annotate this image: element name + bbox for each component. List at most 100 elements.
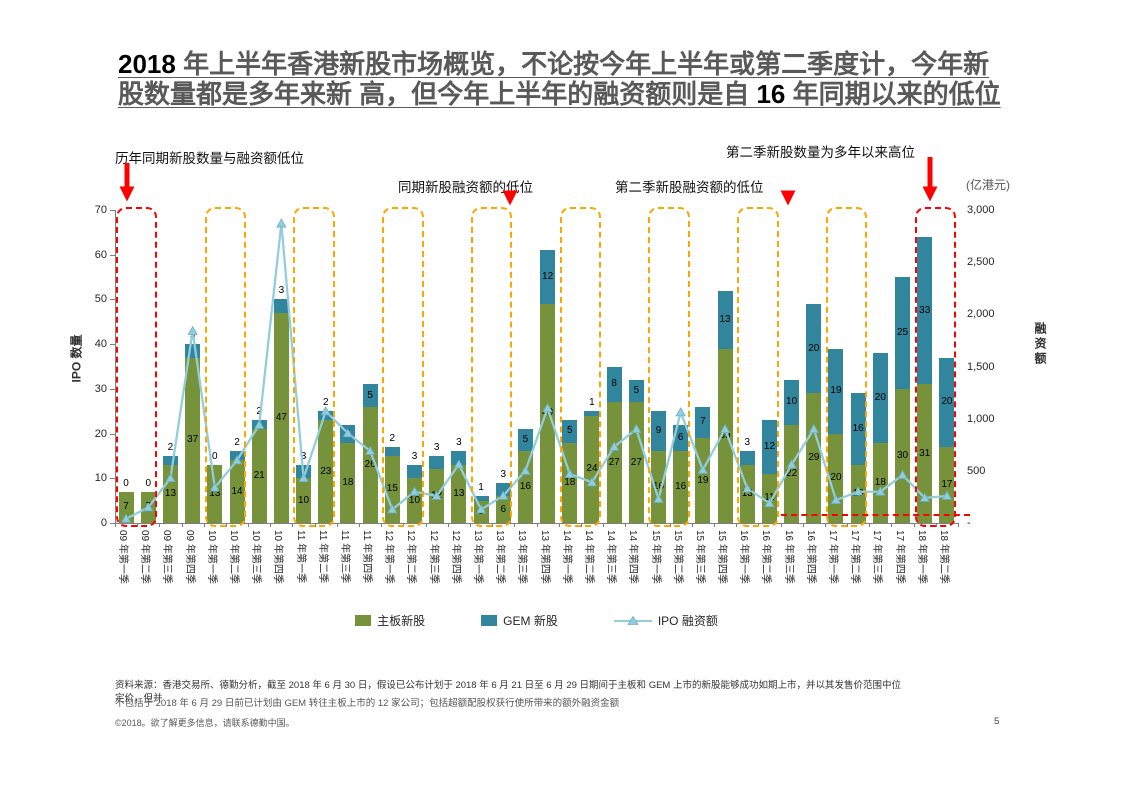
x-axis-tick bbox=[958, 523, 959, 527]
financing-point-marker-icon bbox=[143, 502, 154, 512]
gem-value-label: 5 bbox=[522, 434, 529, 446]
gem-value-label: 3 bbox=[433, 441, 440, 453]
title-year: 2018 bbox=[118, 49, 176, 79]
x-axis-tick bbox=[115, 523, 116, 527]
gem-bar bbox=[406, 464, 422, 479]
main-board-bar bbox=[451, 464, 467, 523]
financing-point-marker-icon bbox=[475, 504, 487, 514]
x-axis-label: 13 年第三季 bbox=[516, 530, 528, 584]
main-board-value-label: 16 bbox=[675, 481, 687, 493]
x-axis-label: 10 年第二季 bbox=[228, 530, 239, 584]
main-board-value-label: 27 bbox=[608, 456, 620, 468]
main-board-value-label: 13 bbox=[209, 487, 221, 499]
financing-point-marker-icon bbox=[742, 483, 753, 493]
financing-point-marker-icon bbox=[298, 472, 309, 483]
main-board-bar bbox=[318, 420, 334, 523]
financing-point-marker-icon bbox=[675, 407, 686, 417]
gem-value-label: 5 bbox=[367, 389, 373, 401]
x-axis-tick bbox=[381, 523, 383, 527]
financing-point-marker-icon bbox=[276, 218, 287, 228]
main-board-value-label: 26 bbox=[364, 458, 376, 470]
secondary-axis-tick-label: 1,000 bbox=[967, 412, 995, 425]
main-board-value-label: 14 bbox=[231, 485, 243, 497]
financing-point-marker-icon bbox=[387, 504, 398, 514]
y-axis-tick bbox=[110, 254, 115, 256]
main-board-value-label: 18 bbox=[874, 476, 886, 488]
gem-value-label: 1 bbox=[589, 397, 595, 409]
gem-bar bbox=[584, 411, 600, 416]
gem-value-label: 12 bbox=[763, 440, 775, 452]
gem-value-label: 3 bbox=[411, 450, 418, 462]
gem-value-label: 33 bbox=[919, 304, 931, 316]
main-board-value-label: 10 bbox=[298, 494, 310, 506]
financing-point-marker-icon bbox=[320, 406, 331, 416]
main-board-bar bbox=[584, 415, 600, 523]
y-axis-tick bbox=[110, 344, 115, 346]
gem-value-label: 5 bbox=[566, 425, 573, 437]
highlight-box-orange bbox=[559, 207, 602, 527]
financing-point-marker-icon bbox=[764, 497, 775, 508]
x-axis-label: 18 年第二季 bbox=[937, 530, 949, 584]
main-board-value-label: 29 bbox=[808, 452, 820, 464]
secondary-axis-unit-label: (亿港元) bbox=[966, 178, 1010, 192]
x-axis-tick bbox=[536, 523, 538, 527]
gem-value-label: 8 bbox=[611, 378, 617, 390]
secondary-y-axis-title: 融资额 bbox=[1033, 322, 1047, 367]
gem-bar bbox=[162, 455, 178, 465]
main-board-bar bbox=[340, 442, 356, 523]
gem-bar bbox=[628, 379, 644, 403]
financing-point-marker-icon bbox=[653, 493, 664, 503]
x-axis-label: 13 年第二季 bbox=[494, 530, 506, 584]
gem-value-label: 10 bbox=[786, 396, 798, 408]
y-axis-tick bbox=[110, 210, 115, 211]
main-board-bar bbox=[872, 442, 888, 523]
financing-point-marker-icon bbox=[409, 486, 420, 496]
x-axis-label: 17 年第四季 bbox=[893, 530, 905, 584]
y-axis-tick-label: 60 bbox=[94, 248, 107, 261]
gem-value-label: 16 bbox=[852, 423, 864, 435]
gem-bar bbox=[872, 353, 888, 443]
gem-value-label: 0 bbox=[212, 450, 218, 462]
x-axis-label: 15 年第一季 bbox=[649, 530, 661, 584]
gem-value-label: 12 bbox=[542, 271, 554, 283]
x-axis-label: 10 年第一季 bbox=[205, 530, 217, 584]
y-axis-tick-label: 0 bbox=[100, 517, 107, 529]
y-axis-tick-label: 10 bbox=[94, 472, 107, 485]
gem-bar bbox=[651, 411, 666, 452]
x-axis-label: 12 年第三季 bbox=[427, 530, 439, 584]
main-board-value-label: 20 bbox=[830, 472, 842, 484]
financing-point-marker-icon bbox=[631, 423, 642, 433]
y-axis-tick-label: 30 bbox=[94, 382, 107, 395]
annotation-historic-low: 历年同期新股数量与融资额低位 bbox=[115, 151, 304, 166]
legend-main-board: 主板新股 bbox=[355, 612, 425, 629]
title-text-2: 年同期以来的低位 bbox=[785, 78, 1001, 109]
annotation-q2-count-high: 第二季新股数量为多年以来高位 bbox=[726, 145, 915, 160]
x-axis-label: 13 年第四季 bbox=[538, 530, 550, 584]
legend-gem-label: GEM 新股 bbox=[503, 614, 558, 628]
gem-value-label: 6 bbox=[677, 432, 684, 444]
financing-point-marker-icon bbox=[498, 490, 509, 500]
gem-value-label: 19 bbox=[830, 385, 842, 397]
x-axis-tick bbox=[802, 523, 804, 527]
financing-point-marker-icon bbox=[786, 459, 797, 469]
gem-bar bbox=[717, 290, 733, 349]
gem-value-label: 1 bbox=[478, 482, 484, 494]
main-board-value-label: 30 bbox=[896, 449, 909, 461]
x-axis-label: 12 年第一季 bbox=[383, 530, 395, 584]
x-axis-tick bbox=[647, 523, 649, 527]
main-board-value-label: 23 bbox=[320, 465, 332, 477]
financing-point-marker-icon bbox=[254, 419, 265, 429]
main-board-value-label: 17 bbox=[941, 478, 953, 490]
main-board-bar bbox=[673, 451, 689, 523]
main-board-bar bbox=[406, 478, 422, 523]
y-axis-tick bbox=[110, 433, 115, 435]
gem-value-label: 7 bbox=[700, 416, 706, 428]
gem-value-label: 9 bbox=[655, 425, 662, 437]
financing-point-marker-icon bbox=[941, 490, 953, 500]
financing-point-marker-icon bbox=[209, 482, 221, 492]
gem-bar bbox=[761, 420, 777, 474]
main-board-value-label: 27 bbox=[630, 456, 642, 468]
main-board-value-label: 22 bbox=[786, 467, 798, 479]
x-axis-label: 16 年第四季 bbox=[804, 530, 816, 584]
